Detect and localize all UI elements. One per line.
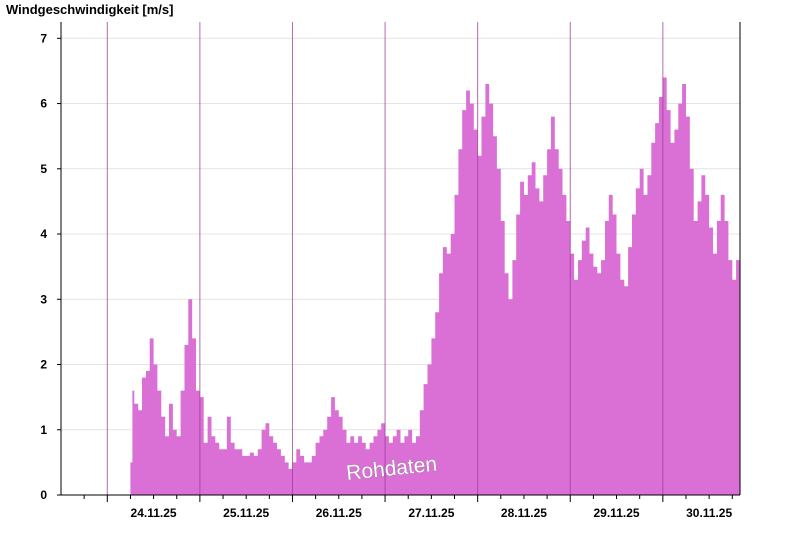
plot-area	[106, 22, 740, 495]
y-tick-label: 6	[40, 97, 47, 111]
x-tick-label: 30.11.25	[686, 506, 732, 520]
x-tick-label: 26.11.25	[316, 506, 362, 520]
y-tick-label: 3	[40, 292, 47, 306]
x-tick-label: 25.11.25	[223, 506, 269, 520]
y-tick-label: 0	[40, 488, 47, 502]
y-tick-label: 4	[40, 227, 47, 241]
axes: 0 1 2 3 4 5 6 7 24.11.25 25.11.25 26.11.25 27.11.25…	[40, 22, 741, 520]
y-tick-label: 1	[40, 423, 47, 437]
gridlines	[61, 37, 740, 431]
y-tick-label: 5	[40, 162, 47, 176]
chart-title: Windgeschwindigkeit [m/s]	[6, 2, 173, 17]
x-tick-label: 24.11.25	[131, 506, 177, 520]
x-tick-label: 27.11.25	[408, 506, 454, 520]
x-tick-label: 29.11.25	[594, 506, 640, 520]
y-tick-label: 7	[40, 31, 47, 45]
wind-speed-area	[130, 77, 740, 495]
x-tick-label: 28.11.25	[501, 506, 547, 520]
y-tick-label: 2	[40, 358, 47, 372]
